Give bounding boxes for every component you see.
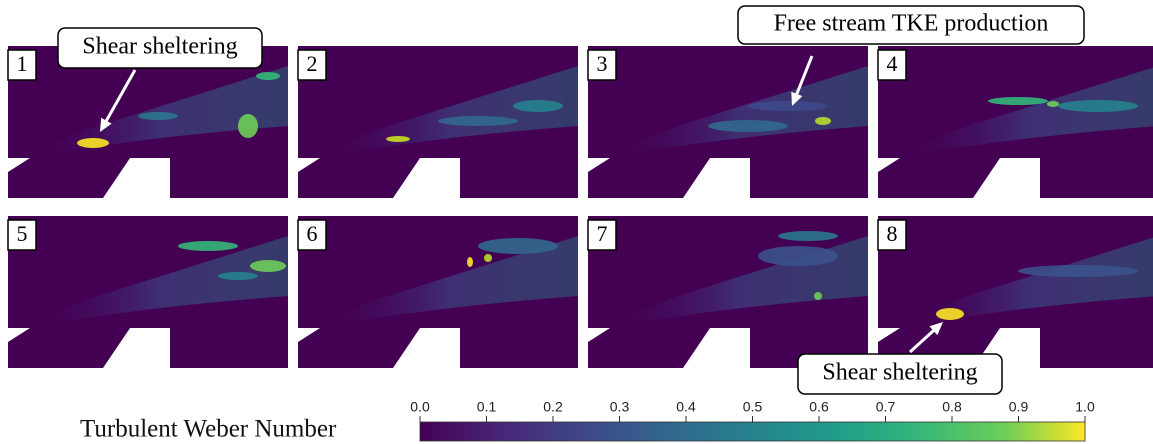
colorbar-tick-label: 0.6 (809, 399, 829, 415)
panel-label: 7 (597, 221, 608, 246)
panel-label: 3 (597, 51, 608, 76)
colorbar-tick-label: 0.4 (676, 399, 696, 415)
panel-label: 5 (17, 221, 28, 246)
panel-label: 8 (887, 221, 898, 246)
flow-structure (1058, 100, 1138, 112)
annotation-text: Shear sheltering (822, 360, 977, 386)
colorbar-tick-label: 0.9 (1009, 399, 1029, 415)
panel: 4 (878, 46, 1153, 198)
flow-structure (218, 272, 258, 280)
flow-structure (814, 292, 822, 300)
colorbar-tick-label: 0.3 (610, 399, 630, 415)
colorbar-tick-label: 0.5 (743, 399, 763, 415)
flow-structure (748, 101, 828, 111)
panel-label: 4 (887, 51, 898, 76)
flow-structure (256, 72, 280, 80)
colorbar-label: Turbulent Weber Number (80, 416, 337, 443)
flow-structure (513, 100, 563, 112)
flow-structure (478, 238, 558, 254)
panel-label: 2 (307, 51, 318, 76)
flow-structure (250, 260, 286, 272)
colorbar-tick-label: 0.0 (410, 399, 430, 415)
flow-structure (438, 116, 518, 126)
flow-structure (988, 97, 1048, 105)
annotation-text: Free stream TKE production (774, 11, 1049, 37)
flow-structure (708, 120, 788, 132)
flow-structure (815, 117, 831, 125)
panel: 3 (588, 46, 868, 198)
colorbar (420, 422, 1085, 441)
panel: 1 (8, 46, 288, 198)
figure: 1 2 3 4 5 6 7 8 Shear sheltering Free stream TKE… (0, 0, 1153, 444)
flow-structure (386, 136, 410, 142)
panel: 5 (8, 216, 288, 368)
flow-structure (936, 308, 964, 320)
colorbar-tick-label: 0.2 (543, 399, 563, 415)
flow-structure (1018, 265, 1138, 277)
flow-structure (484, 254, 492, 262)
flow-structure (758, 246, 838, 266)
flow-structure (138, 112, 178, 120)
colorbar-tick-label: 0.7 (876, 399, 896, 415)
flow-structure (467, 257, 473, 267)
panel-label: 1 (17, 51, 28, 76)
panel: 6 (298, 216, 578, 368)
flow-structure (238, 114, 258, 138)
colorbar-tick-label: 0.8 (942, 399, 962, 415)
annotation-text: Shear sheltering (82, 34, 237, 60)
panel: 2 (298, 46, 578, 198)
panel-label: 6 (307, 221, 318, 246)
colorbar-tick-label: 0.1 (477, 399, 497, 415)
flow-structure (778, 231, 838, 241)
flow-structure (1047, 101, 1059, 107)
flow-structure (77, 138, 109, 148)
panel: 7 (588, 216, 868, 368)
colorbar-tick-label: 1.0 (1075, 399, 1095, 415)
flow-structure (178, 241, 238, 251)
